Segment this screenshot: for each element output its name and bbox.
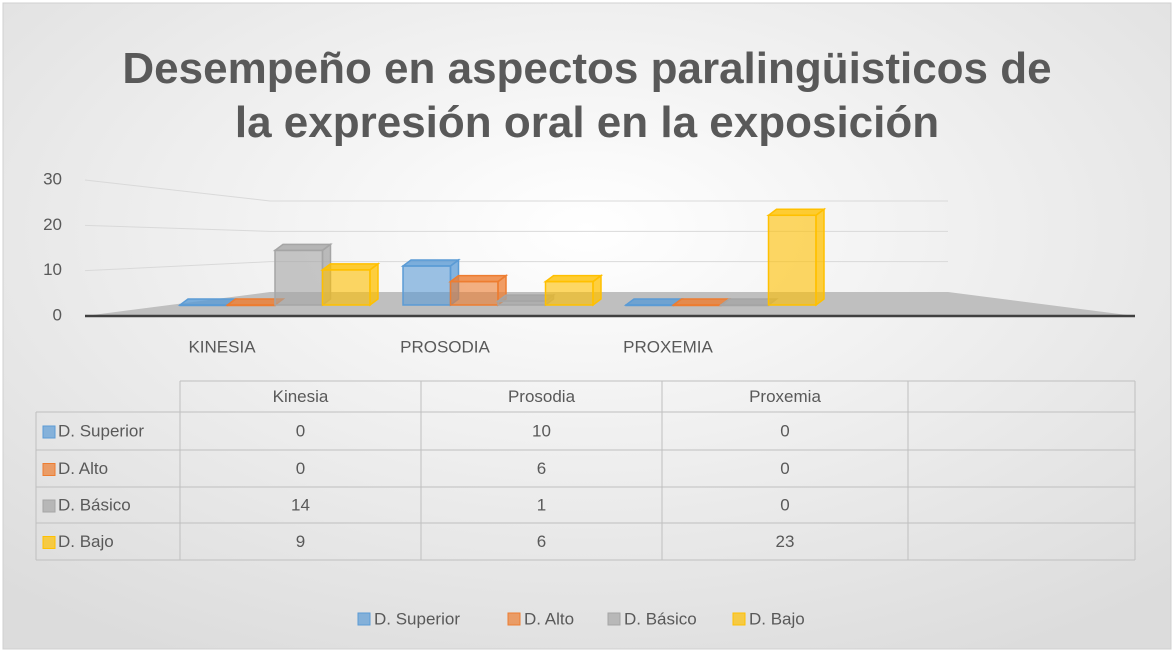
table-cell: 9 (296, 532, 305, 551)
bar-face (402, 265, 452, 306)
bar-face (274, 249, 324, 306)
bar-face (544, 280, 594, 306)
bar-face (272, 243, 333, 252)
grid-line (84, 261, 948, 272)
y-tick-label: 30 (43, 169, 62, 188)
x-tick-label: KINESIA (188, 337, 256, 356)
table-cell: 0 (780, 495, 789, 514)
legend-key (357, 612, 371, 626)
bar-face (177, 298, 238, 306)
table-cell: 0 (296, 421, 305, 440)
table-cell: 1 (537, 495, 546, 514)
grid-line (84, 179, 948, 202)
bar-face (671, 298, 732, 306)
y-tick-label: 0 (53, 305, 62, 324)
bar-face (720, 304, 770, 307)
row-label: D. Superior (58, 421, 144, 440)
bar-face (448, 274, 509, 283)
bar (400, 258, 461, 307)
legend-label: D. Alto (524, 609, 574, 628)
chart-title: Desempeño en aspectos paralingüisticos d… (122, 44, 1052, 147)
table-cell: 0 (296, 459, 305, 478)
bar-face (449, 280, 499, 306)
bar-face (226, 304, 276, 307)
table-cell: 6 (537, 459, 546, 478)
legend-key (607, 612, 621, 626)
legend-key (42, 425, 56, 439)
bar (320, 262, 381, 307)
bar-face (400, 259, 461, 267)
table-cell: 6 (537, 532, 546, 551)
legend-key (507, 612, 521, 626)
bar-face (321, 269, 371, 306)
bar-face (543, 274, 604, 283)
bar-face (179, 304, 229, 307)
bar (543, 274, 604, 307)
bar-face (766, 208, 827, 217)
bar-face (320, 263, 381, 271)
table-header: Proxemia (749, 387, 821, 406)
legend-key (42, 536, 56, 549)
y-tick-label: 20 (43, 215, 62, 234)
bar-face (623, 298, 684, 306)
table-header: Prosodia (508, 387, 576, 406)
bar-face (672, 304, 722, 307)
legend-label: D. Superior (374, 609, 460, 628)
x-tick-label: PROXEMIA (623, 337, 713, 356)
y-tick-label: 10 (43, 260, 62, 279)
table-cell: 14 (291, 495, 310, 514)
bar-face (815, 207, 825, 307)
bar-face (497, 300, 547, 306)
legend-key (42, 463, 56, 476)
table-cell: 23 (776, 532, 795, 551)
grid-line (84, 224, 948, 232)
legend-label: D. Bajo (749, 609, 805, 628)
row-label: D. Bajo (58, 532, 114, 551)
bar-face (369, 262, 379, 307)
legend-label: D. Básico (624, 609, 697, 628)
table-cell: 0 (780, 459, 789, 478)
row-label: D. Básico (58, 495, 131, 514)
bar-face (767, 214, 817, 306)
bar-face (625, 304, 675, 307)
bar (766, 207, 827, 307)
x-tick-label: PROSODIA (400, 337, 490, 356)
table-cell: 0 (780, 421, 789, 440)
legend-key (42, 499, 56, 513)
row-label: D. Alto (58, 459, 108, 478)
table-header: Kinesia (273, 387, 329, 406)
legend-key (732, 612, 746, 626)
table-cell: 10 (532, 421, 551, 440)
